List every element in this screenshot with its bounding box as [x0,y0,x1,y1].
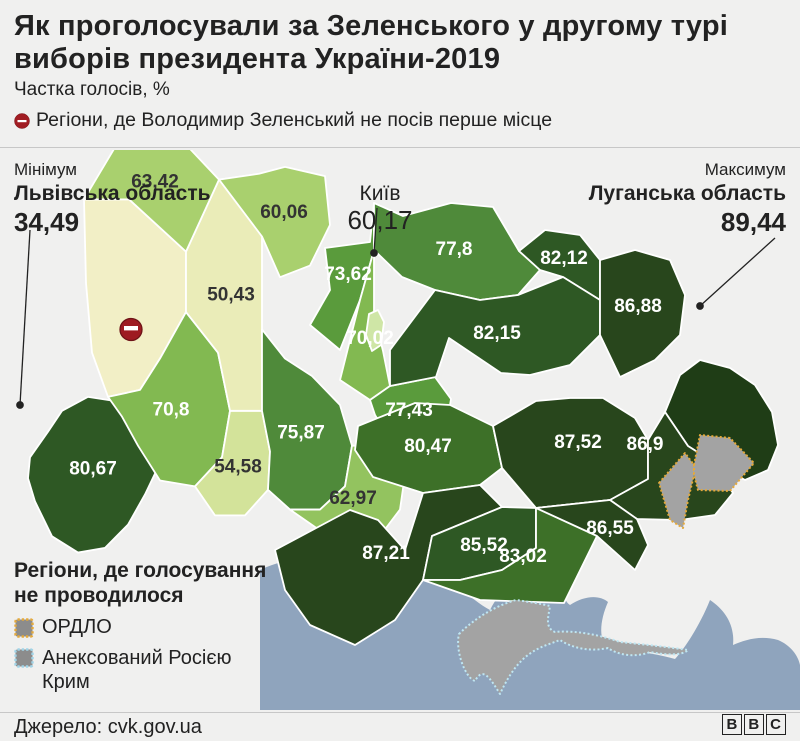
svg-text:70,8: 70,8 [153,400,190,421]
svg-text:87,52: 87,52 [554,432,602,453]
svg-text:86,55: 86,55 [586,518,634,539]
svg-text:70,02: 70,02 [346,328,394,349]
svg-text:62,97: 62,97 [329,488,377,509]
svg-text:80,67: 80,67 [69,459,117,480]
svg-text:82,12: 82,12 [540,248,588,269]
svg-text:75,87: 75,87 [277,423,325,444]
svg-text:77,43: 77,43 [385,400,433,421]
svg-text:73,62: 73,62 [324,264,372,285]
svg-text:50,43: 50,43 [207,284,255,305]
svg-text:54,58: 54,58 [214,456,262,477]
svg-text:83,02: 83,02 [499,546,547,567]
svg-text:86,9: 86,9 [627,434,664,455]
svg-text:82,15: 82,15 [473,323,521,344]
svg-text:77,8: 77,8 [436,239,473,260]
svg-text:80,47: 80,47 [404,436,452,457]
svg-text:86,88: 86,88 [614,296,662,317]
